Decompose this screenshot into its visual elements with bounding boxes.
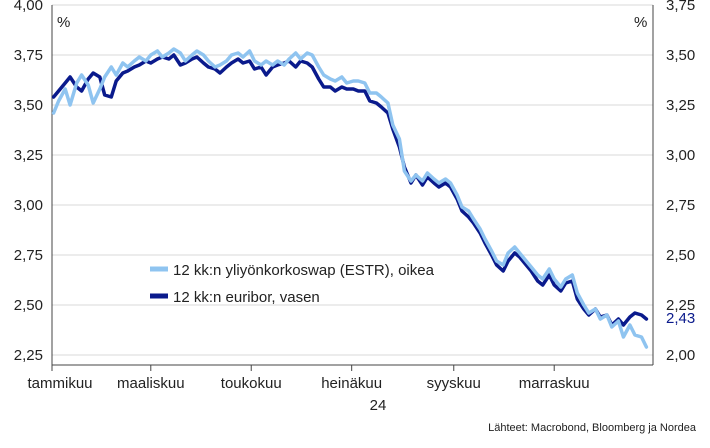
x-tick-label: marraskuu [519, 375, 590, 392]
series-path [51, 53, 649, 327]
left-tick-label: 2,75 [14, 247, 43, 264]
left-tick-label: 3,00 [14, 197, 43, 214]
right-axis-unit: % [634, 14, 647, 31]
right-axis-ticks: 3,75 3,50 3,25 3,00 2,75 2,50 2,25 2,00 [666, 0, 695, 364]
right-tick-label: 3,50 [666, 47, 695, 64]
right-tick-label: 2,25 [666, 297, 695, 314]
left-axis-unit: % [57, 14, 70, 31]
right-tick-label: 3,00 [666, 147, 695, 164]
right-tick-label: 3,25 [666, 97, 695, 114]
euribor-last-value-label: 2,43 [666, 310, 695, 327]
x-tick-label: syyskuu [427, 375, 481, 392]
x-axis-ticks: tammikuu maaliskuu toukokuu heinäkuu syyskuu… [27, 365, 590, 392]
legend-label-swap: 12 kk:n yliyönkorkoswap (ESTR), oikea [173, 262, 435, 279]
right-tick-label: 3,75 [666, 0, 695, 14]
left-tick-label: 2,25 [14, 347, 43, 364]
source-note: Lähteet: Macrobond, Bloomberg ja Nordea [488, 422, 697, 434]
x-tick-label: maaliskuu [117, 375, 185, 392]
x-axis-year-label: 24 [370, 397, 387, 414]
legend: 12 kk:n yliyönkorkoswap (ESTR), oikea 12… [150, 262, 435, 306]
left-tick-label: 2,50 [14, 297, 43, 314]
legend-label-euribor: 12 kk:n euribor, vasen [173, 289, 320, 306]
left-tick-label: 4,00 [14, 0, 43, 14]
left-axis-ticks: 4,00 3,75 3,50 3,25 3,00 2,75 2,50 2,25 [14, 0, 43, 364]
axes [51, 5, 654, 366]
series-euribor-line [51, 53, 649, 327]
series-path [51, 47, 649, 349]
x-tick-label: heinäkuu [321, 375, 382, 392]
x-tick-label: toukokuu [221, 375, 282, 392]
left-tick-label: 3,75 [14, 47, 43, 64]
right-tick-label: 2,50 [666, 247, 695, 264]
right-tick-label: 2,00 [666, 347, 695, 364]
left-tick-label: 3,50 [14, 97, 43, 114]
right-tick-label: 2,75 [666, 197, 695, 214]
series-swap-line [51, 47, 649, 349]
x-tick-label: tammikuu [27, 375, 92, 392]
left-tick-label: 3,25 [14, 147, 43, 164]
